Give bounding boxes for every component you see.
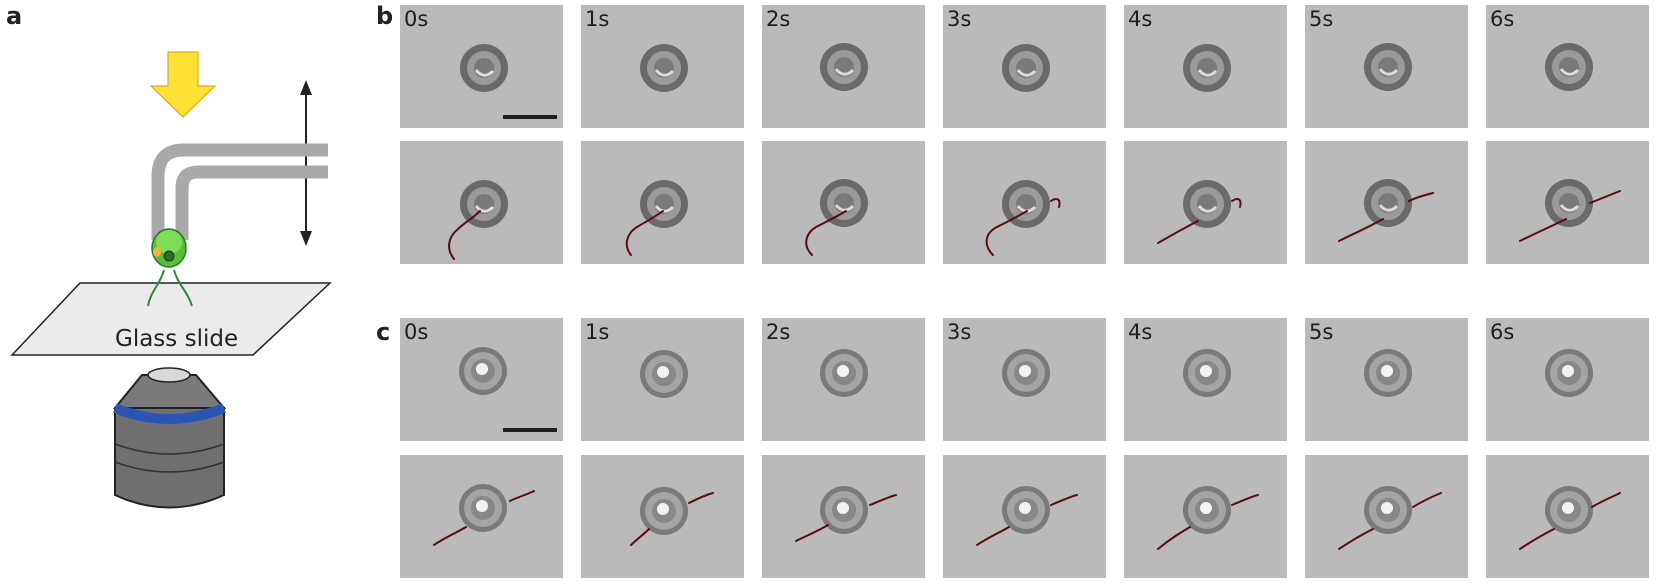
flagella-trace [1338, 192, 1434, 242]
panel-a-letter: a [6, 2, 23, 30]
flagella-trace [795, 494, 897, 542]
flagella-trace [1519, 492, 1621, 550]
flagella-trace [448, 210, 481, 260]
panel-b-frame-raw-6: 6s [1486, 5, 1649, 128]
panel-c-frame-traced-0 [400, 455, 563, 578]
panel-b-frame-raw-2: 2s [762, 5, 925, 128]
flagella-trace [1157, 198, 1242, 244]
panel-c-frame-raw-6: 6s [1486, 318, 1649, 441]
panel-c-frame-traced-6 [1486, 455, 1649, 578]
panel-c-frame-traced-4 [1124, 455, 1287, 578]
time-label: 2s [766, 7, 791, 31]
panel-c-frame-traced-5 [1305, 455, 1468, 578]
panel-b-frame-traced-2 [762, 141, 925, 264]
panel-b-frame-traced-6 [1486, 141, 1649, 264]
panel-c-frame-traced-2 [762, 455, 925, 578]
flagella-trace [630, 492, 714, 546]
panel-c-frame-raw-1: 1s [581, 318, 744, 441]
flagella-icon [147, 269, 193, 307]
time-label: 5s [1309, 7, 1334, 31]
flagella-trace [1157, 494, 1259, 550]
time-label: 0s [404, 7, 429, 31]
flagella-trace [1519, 190, 1621, 242]
panel-b-frame-raw-3: 3s [943, 5, 1106, 128]
glass-slide-label: Glass slide [115, 326, 238, 352]
panel-b-letter: b [376, 2, 394, 30]
panel-b-frame-raw-5: 5s [1305, 5, 1468, 128]
time-label: 6s [1490, 320, 1515, 344]
time-label: 5s [1309, 320, 1334, 344]
flagella-trace [805, 210, 847, 256]
panel-b-frame-traced-0 [400, 141, 563, 264]
time-label: 2s [766, 320, 791, 344]
time-label: 1s [585, 320, 610, 344]
panel-b-frame-raw-1: 1s [581, 5, 744, 128]
panel-c-frame-raw-4: 4s [1124, 318, 1287, 441]
flagella-trace [985, 198, 1061, 256]
vertical-movement-arrow-icon [300, 80, 312, 246]
flagella-trace [433, 490, 535, 546]
panel-c-frame-traced-3 [943, 455, 1106, 578]
panel-c-frame-raw-3: 3s [943, 318, 1106, 441]
panel-b-frame-raw-4: 4s [1124, 5, 1287, 128]
time-label: 3s [947, 320, 972, 344]
micropipette-icon [151, 143, 328, 240]
time-label: 1s [585, 7, 610, 31]
panel-c-frame-raw-0: 0s [400, 318, 563, 441]
panel-b-frame-traced-5 [1305, 141, 1468, 264]
algal-cell-icon [151, 228, 187, 268]
panel-c-frame-traced-1 [581, 455, 744, 578]
time-label: 4s [1128, 7, 1153, 31]
panel-b-frame-raw-0: 0s [400, 5, 563, 128]
objective-lens-icon [112, 367, 227, 509]
time-label: 6s [1490, 7, 1515, 31]
panel-b-frame-traced-1 [581, 141, 744, 264]
flagella-trace [1338, 492, 1442, 550]
panel-b-frame-traced-3 [943, 141, 1106, 264]
setup-schematic: Glass slide [10, 51, 332, 509]
panel-c-letter: c [376, 318, 391, 346]
panel-b-frame-traced-4 [1124, 141, 1287, 264]
flagella-trace [625, 210, 664, 256]
time-label: 3s [947, 7, 972, 31]
time-label: 4s [1128, 320, 1153, 344]
glass-slide-icon [10, 282, 332, 356]
panel-c-frame-raw-5: 5s [1305, 318, 1468, 441]
time-label: 0s [404, 320, 429, 344]
light-arrow-icon [149, 51, 217, 118]
panel-c-frame-raw-2: 2s [762, 318, 925, 441]
flagella-trace [976, 494, 1078, 546]
